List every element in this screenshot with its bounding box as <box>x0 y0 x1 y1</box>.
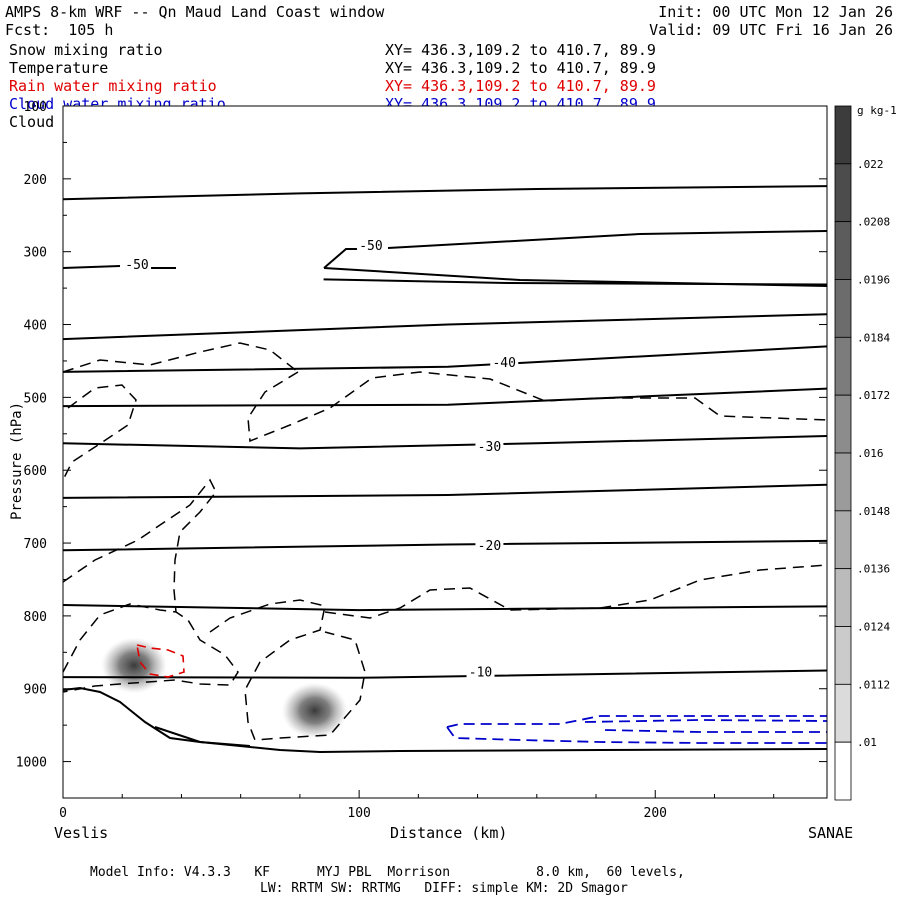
terrain-line <box>154 726 251 747</box>
colorbar-swatch <box>834 221 852 280</box>
colorbar-swatch <box>834 163 852 223</box>
colorbar-label: .022 <box>857 158 884 171</box>
isotherm-label: -40 <box>492 356 515 371</box>
isotherm-label: -20 <box>478 539 501 554</box>
isotherm <box>387 230 828 249</box>
field-name: Snow mixing ratio <box>9 41 163 59</box>
isotherm-label: -50 <box>359 239 382 254</box>
init-time: Init: 00 UTC Mon 12 Jan 26 <box>658 3 893 21</box>
isotherm <box>62 604 828 612</box>
y-tick-label: 700 <box>24 537 47 552</box>
isotherm-label: -50 <box>125 258 148 273</box>
colorbar-swatch <box>834 626 852 685</box>
y-tick-label: 200 <box>24 173 47 188</box>
colorbar-label: .0136 <box>857 563 890 576</box>
isotherm <box>62 265 176 269</box>
plot-frame <box>62 105 828 799</box>
isotherm <box>62 185 828 201</box>
y-tick-label: 300 <box>24 246 47 261</box>
isotherm <box>62 669 828 679</box>
cloud-ice-contour <box>62 603 239 693</box>
colorbar-swatch <box>834 394 852 454</box>
colorbar-swatch <box>834 568 852 627</box>
isotherm <box>323 248 362 269</box>
field-coordinates: XY= 436.3,109.2 to 410.7, 89.9 <box>385 41 656 59</box>
colorbar-swatch <box>834 683 852 743</box>
colorbar-label: .0196 <box>857 274 890 287</box>
rain-water-contour <box>136 644 185 678</box>
model-info-line2: LW: RRTM SW: RRTMG DIFF: simple KM: 2D S… <box>260 881 628 896</box>
colorbar-swatch <box>834 336 852 396</box>
y-tick-label: 100 <box>24 100 47 115</box>
cloud-water-contour <box>604 729 827 733</box>
y-tick-label: 600 <box>24 464 47 479</box>
isotherm <box>62 435 828 450</box>
colorbar-swatch <box>834 279 852 338</box>
isotherm <box>323 267 828 287</box>
y-tick-label: 1000 <box>16 756 47 771</box>
right-end-label: SANAE <box>808 824 854 842</box>
x-tick-label: 100 <box>347 806 370 821</box>
model-info-line1: Model Info: V4.3.3 KF MYJ PBL Morrison 8… <box>90 865 685 880</box>
colorbar-label: .0184 <box>857 331 890 344</box>
valid-time: Valid: 09 UTC Fri 16 Jan 26 <box>649 21 893 39</box>
y-tick-label: 400 <box>24 319 47 334</box>
field-coordinates: XY= 436.3,109.2 to 410.7, 89.9 <box>385 77 656 95</box>
forecast-hour: Fcst: 105 h <box>5 21 114 39</box>
colorbar-label: .0148 <box>857 505 890 518</box>
colorbar-units: g kg-1 <box>857 104 897 117</box>
colorbar-swatch <box>834 105 852 165</box>
y-tick-label: 800 <box>24 610 47 625</box>
x-tick-label: 200 <box>644 806 667 821</box>
cloud-water-contour <box>446 715 827 728</box>
snow-shading <box>281 682 348 739</box>
figure-title: AMPS 8-km WRF -- Qn Maud Land Coast wind… <box>5 3 385 21</box>
isotherm-label: -10 <box>469 666 492 681</box>
field-coordinates: XY= 436.3,109.2 to 410.7, 89.9 <box>385 59 656 77</box>
colorbar-swatch <box>834 452 852 512</box>
isotherm <box>62 313 828 341</box>
isotherm <box>62 539 828 552</box>
isotherm <box>62 387 828 408</box>
colorbar-swatch <box>834 510 852 570</box>
isotherm-label: -30 <box>478 440 501 455</box>
colorbar-label: .016 <box>857 447 884 460</box>
colorbar-label: .01 <box>857 736 877 749</box>
y-tick-label: 500 <box>24 391 47 406</box>
x-axis-label: Distance (km) <box>390 824 508 842</box>
snow-shading <box>101 637 168 694</box>
isotherm <box>62 483 828 499</box>
cloud-ice-contour <box>62 342 299 373</box>
isotherm <box>62 345 828 373</box>
cloud-water-contour <box>584 719 828 723</box>
y-tick-label: 900 <box>24 683 47 698</box>
y-axis-label: Pressure (hPa) <box>9 401 25 520</box>
cloud-ice-contour <box>63 384 137 479</box>
field-name: Temperature <box>9 59 109 77</box>
colorbar-label: .0172 <box>857 389 890 402</box>
left-end-label: Veslis <box>54 824 109 842</box>
cloud-water-contour <box>446 726 827 744</box>
field-name: Rain water mixing ratio <box>9 77 217 95</box>
colorbar-label: .0208 <box>857 216 890 229</box>
colorbar-swatch <box>834 741 852 801</box>
x-tick-label: 0 <box>59 806 67 821</box>
cloud-ice-contour <box>62 478 217 613</box>
colorbar-label: .0112 <box>857 678 890 691</box>
colorbar-label: .0124 <box>857 621 890 634</box>
cloud-ice-contour <box>247 371 828 443</box>
